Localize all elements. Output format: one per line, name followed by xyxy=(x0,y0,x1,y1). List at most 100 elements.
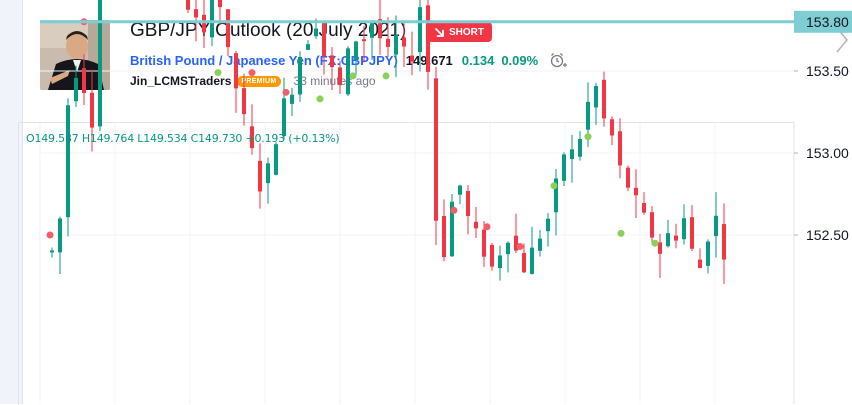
candle-body xyxy=(74,77,78,102)
candle-body xyxy=(514,235,518,251)
candle-body xyxy=(274,144,278,175)
candle-body xyxy=(618,131,622,166)
candle-body xyxy=(442,215,446,258)
candle-body xyxy=(346,48,350,95)
signal-dot xyxy=(450,206,458,214)
candle-body xyxy=(570,149,574,160)
candle-body xyxy=(266,163,270,184)
signal-dot xyxy=(651,239,659,247)
candle-body xyxy=(434,78,438,221)
candle-body xyxy=(394,34,398,55)
candle-body xyxy=(290,94,294,104)
candle-body xyxy=(538,238,542,251)
candle-body xyxy=(674,235,678,241)
premium-badge: PREMIUM xyxy=(237,75,281,87)
signal-dot xyxy=(248,69,256,77)
candle-body xyxy=(210,0,214,38)
idea-title[interactable]: GBP/JPY Outlook (20 July 2021) xyxy=(130,20,407,41)
horizontal-line: 153.80 xyxy=(40,10,852,33)
candle-body xyxy=(642,203,646,213)
candle-body xyxy=(186,0,190,10)
candle-body xyxy=(498,255,502,269)
author-row: Jin_LCMSTraders PREMIUM 33 minutes ago xyxy=(130,74,376,88)
candle-body xyxy=(242,88,246,115)
chart-area[interactable] xyxy=(18,122,831,405)
signal-dot xyxy=(282,88,290,96)
candle-body xyxy=(458,185,462,195)
candle-body xyxy=(690,217,694,249)
candle-body xyxy=(626,167,630,188)
hline-price-label: 153.80 xyxy=(806,14,849,30)
candle-body xyxy=(666,233,670,247)
candle-body xyxy=(586,101,590,130)
candle-body xyxy=(250,126,254,149)
price-axis: 155.50155.00154.50154.00153.50153.00152.… xyxy=(793,63,852,404)
symbol-change-percent: 0.09% xyxy=(501,52,539,68)
symbol-change: 0.134 xyxy=(461,52,495,68)
ohlc-legend: O149.537 H149.764 L149.534 C149.730 +0.1… xyxy=(26,132,340,145)
signal-dot xyxy=(349,72,357,80)
candle-body xyxy=(194,9,198,18)
signal-dot xyxy=(516,242,524,250)
candle-body xyxy=(602,79,606,119)
price-axis-bg xyxy=(794,122,852,404)
candle-body xyxy=(610,119,614,136)
candle-body xyxy=(474,221,478,229)
candle-body xyxy=(218,0,222,8)
candle-body xyxy=(426,5,430,72)
candle-body xyxy=(226,9,230,48)
candle-body xyxy=(370,23,374,38)
candle-body xyxy=(466,190,470,217)
candle-body xyxy=(282,98,286,136)
candle-body xyxy=(594,85,598,108)
candle-body xyxy=(82,68,86,94)
candle-body xyxy=(330,55,334,68)
candle-body xyxy=(562,154,566,181)
candle-body xyxy=(322,22,326,56)
candle-body xyxy=(58,218,62,253)
arrow-down-right-icon xyxy=(435,27,444,37)
short-badge: SHORT xyxy=(428,22,492,42)
candle-body xyxy=(98,0,102,127)
short-badge-label: SHORT xyxy=(449,26,484,38)
candle-body xyxy=(706,241,710,266)
signal-dot xyxy=(214,69,222,77)
candle-body xyxy=(530,247,534,274)
candle-body xyxy=(450,201,454,257)
signal-dot xyxy=(316,95,324,103)
candle-body xyxy=(298,56,302,95)
price-tick-label: 153.50 xyxy=(806,63,849,79)
author-name[interactable]: Jin_LCMSTraders xyxy=(130,74,232,88)
candle-body xyxy=(66,105,70,218)
candle-body xyxy=(314,28,318,37)
signal-dot xyxy=(617,229,625,237)
candles xyxy=(50,0,726,285)
candle-body xyxy=(682,218,686,240)
candle-body xyxy=(378,19,382,39)
candle-body xyxy=(634,187,638,196)
candle-body xyxy=(506,242,510,255)
candle-body xyxy=(258,160,262,192)
hline-price-label-bg xyxy=(794,10,852,33)
candle-body xyxy=(698,259,702,269)
candle-body xyxy=(546,218,550,232)
candle-body xyxy=(650,212,654,238)
price-tick-label: 153.00 xyxy=(806,145,849,161)
candle-body xyxy=(306,44,310,50)
candle-body xyxy=(50,250,54,253)
candle-body xyxy=(714,215,718,237)
candle-body xyxy=(410,55,414,62)
candle-body xyxy=(522,252,526,273)
signal-dot xyxy=(46,231,54,239)
alarm-clock-icon[interactable] xyxy=(548,50,568,70)
candle-body xyxy=(418,7,422,53)
left-gutter xyxy=(0,0,23,404)
candle-body xyxy=(402,37,406,47)
signal-dot xyxy=(584,133,592,141)
candle-body xyxy=(578,139,582,157)
candle-body xyxy=(386,38,390,47)
signal-dot xyxy=(382,72,390,80)
candle-body xyxy=(490,244,494,267)
signal-dot xyxy=(483,223,491,231)
